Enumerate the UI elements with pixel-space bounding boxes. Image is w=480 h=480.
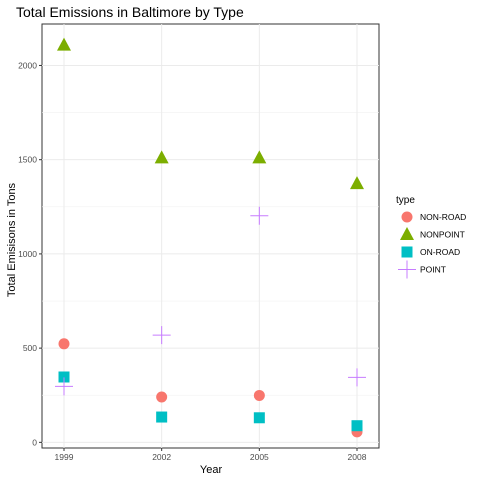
- x-tick-label: 2002: [152, 452, 171, 462]
- legend-title: type: [396, 195, 415, 206]
- y-tick-label: 500: [23, 343, 37, 353]
- x-axis-title: Year: [200, 464, 223, 476]
- data-point-on-road: [253, 412, 265, 424]
- x-axis: 1999 2002 2005 2008: [55, 448, 367, 462]
- legend-key-non-road: [401, 211, 413, 223]
- data-point-non-road: [156, 391, 168, 403]
- x-tick-label: 2005: [250, 452, 269, 462]
- data-point-point: [348, 368, 366, 387]
- data-point-on-road: [351, 420, 363, 432]
- legend-label: NON-ROAD: [420, 212, 466, 222]
- data-point-nonpoint: [154, 150, 169, 164]
- data-point-nonpoint: [57, 37, 71, 51]
- data-point-on-road: [156, 411, 168, 423]
- x-tick-label: 2008: [348, 452, 367, 462]
- data-points: [55, 37, 366, 438]
- y-tick-label: 2000: [18, 60, 37, 70]
- data-point-non-road: [58, 338, 70, 350]
- y-axis: 0 500 1000 1500 2000: [18, 60, 42, 447]
- legend-label: ON-ROAD: [420, 247, 460, 257]
- y-tick-label: 1500: [18, 155, 37, 165]
- data-point-point: [250, 206, 269, 225]
- y-tick-label: 1000: [18, 249, 37, 259]
- legend-label: POINT: [420, 265, 446, 275]
- data-point-point: [55, 377, 73, 396]
- x-tick-label: 1999: [55, 452, 74, 462]
- plot-panel: [41, 23, 380, 449]
- chart-title: Total Emissions in Baltimore by Type: [16, 4, 244, 20]
- data-point-non-road: [253, 389, 265, 401]
- legend-label: NONPOINT: [420, 230, 465, 240]
- data-point-point: [152, 326, 171, 345]
- y-axis-title: Total Emisisons in Tons: [6, 182, 18, 297]
- data-point-nonpoint: [252, 150, 267, 164]
- legend-key-on-road: [401, 246, 413, 258]
- legend-key-nonpoint: [400, 227, 414, 240]
- data-point-nonpoint: [350, 176, 364, 190]
- y-tick-label: 0: [32, 437, 37, 447]
- data-point-on-road: [58, 371, 70, 383]
- legend: type NON-ROAD NONPOINT ON-ROAD POINT: [396, 195, 466, 279]
- legend-key-point: [398, 260, 416, 279]
